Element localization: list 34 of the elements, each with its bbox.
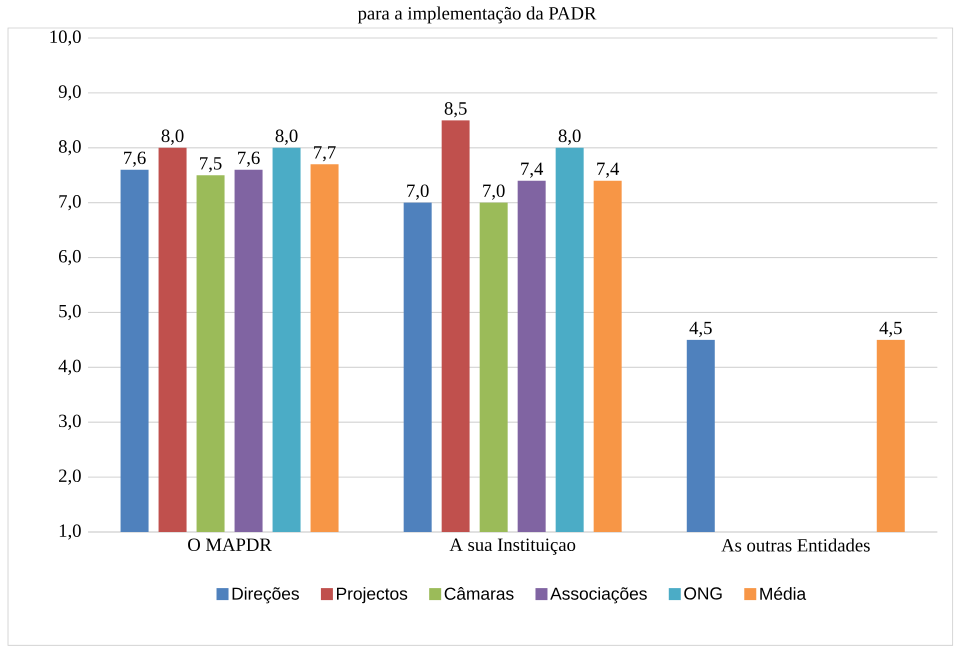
y-tick-label: 4,0	[58, 360, 81, 375]
y-tick-label: 8,0	[58, 140, 81, 156]
data-label: 4,5	[879, 322, 902, 337]
y-tick-label: 6,0	[58, 250, 81, 266]
legend-label: Média	[760, 586, 806, 600]
y-tick-label: 1,0	[60, 524, 81, 540]
data-label: 4,5	[689, 322, 712, 337]
legend-label: Câmaras	[444, 587, 514, 600]
y-tick-label: 2,0	[59, 469, 81, 485]
data-label: 7,6	[238, 152, 260, 167]
chart-title: para a implementação da PADR	[358, 6, 596, 24]
x-tick-label: As outras Entidades	[721, 538, 870, 552]
data-label: 7,0	[483, 184, 505, 200]
x-tick-label: A sua Instituiçao	[450, 538, 576, 555]
legend-label: Associações	[550, 587, 647, 604]
x-tick-label: O MAPDR	[188, 538, 272, 552]
data-label: 7,4	[521, 162, 544, 178]
data-label: 7,6	[124, 152, 146, 167]
data-label: 8,5	[444, 102, 467, 118]
data-label: 7,7	[314, 146, 336, 162]
data-label: 8,0	[162, 130, 184, 145]
data-label: 7,5	[200, 157, 222, 172]
data-label: 8,0	[276, 130, 298, 145]
y-tick-label: 7,0	[59, 195, 81, 210]
legend-label: ONG	[684, 587, 722, 600]
data-label: 7,4	[597, 162, 620, 178]
y-tick-label: 3,0	[59, 414, 81, 430]
legend-label: Projectos	[337, 587, 408, 604]
y-tick-label: 10,0	[50, 30, 81, 46]
data-label: 7,0	[407, 184, 429, 200]
y-tick-label: 5,0	[59, 304, 81, 320]
legend-label: Direções	[232, 587, 299, 604]
data-label: 8,0	[558, 130, 581, 145]
y-tick-label: 9,0	[58, 85, 81, 101]
